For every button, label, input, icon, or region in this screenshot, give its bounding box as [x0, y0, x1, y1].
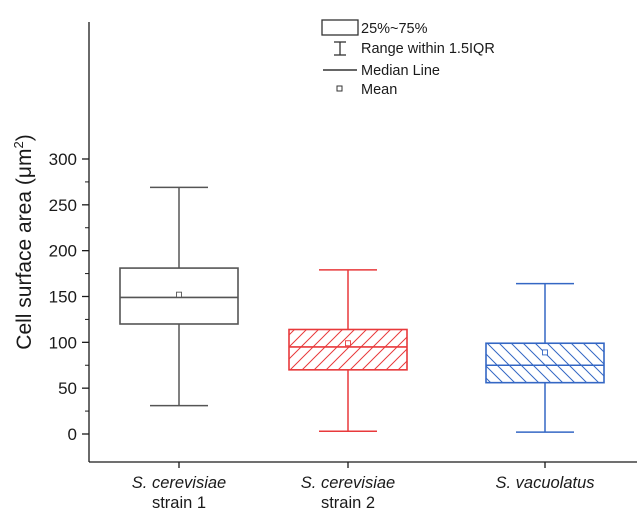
y-tick-label: 200: [49, 242, 77, 261]
x-category-sublabel: strain 2: [321, 494, 375, 512]
x-axis-categories: S. cerevisiae strain 1 S. cerevisiae strain…: [132, 462, 595, 512]
legend-label-mean: Mean: [361, 82, 397, 98]
legend-label-box: 25%~75%: [361, 21, 428, 37]
y-tick-label: 250: [49, 196, 77, 215]
y-axis-ticks: 0 50 100 150 200 250 300: [49, 150, 89, 444]
legend-mean-swatch: [336, 85, 343, 92]
box-series-2: [288, 269, 408, 432]
x-category-label: S. cerevisiae: [132, 474, 226, 492]
iqr-box: [288, 328, 408, 371]
y-tick-label: 50: [58, 379, 77, 398]
box-series-3: [485, 282, 605, 433]
y-tick-label: 150: [49, 287, 77, 306]
y-tick-label: 100: [49, 333, 77, 352]
iqr-box: [485, 342, 605, 384]
legend-whisker-swatch: [334, 41, 346, 56]
legend-label-whisker: Range within 1.5IQR: [361, 41, 495, 57]
mean-marker: [542, 349, 548, 356]
x-category-sublabel: strain 1: [152, 494, 206, 512]
legend-box-swatch: [321, 19, 359, 36]
mean-marker: [176, 291, 182, 298]
y-tick-label: 300: [49, 150, 77, 169]
y-axis-label: Cell surface area (μm2): [11, 134, 36, 349]
legend-label-median: Median Line: [361, 63, 440, 79]
legend: 25%~75% Range within 1.5IQR Median Line …: [321, 19, 495, 98]
y-tick-label: 0: [68, 425, 77, 444]
box-series-group: [119, 186, 605, 433]
x-category-label: S. vacuolatus: [495, 474, 594, 492]
x-category-label: S. cerevisiae: [301, 474, 395, 492]
mean-marker: [345, 340, 351, 347]
box-series-1: [119, 186, 239, 407]
